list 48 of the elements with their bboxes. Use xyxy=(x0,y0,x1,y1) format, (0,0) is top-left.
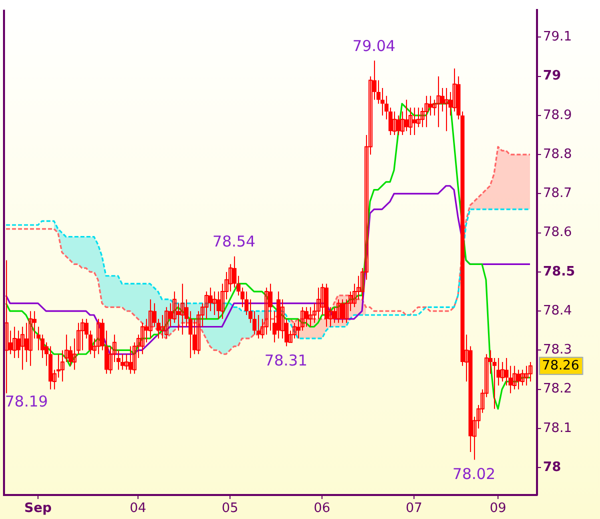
annotation: 78.31 xyxy=(264,352,308,370)
candlestick xyxy=(396,114,400,136)
x-tick-label: 05 xyxy=(222,501,238,516)
y-tick-label: 78.7 xyxy=(543,186,572,202)
candlestick xyxy=(96,318,100,355)
y-tick-label: 78.2 xyxy=(543,382,572,397)
candlestick xyxy=(128,346,132,374)
annotation: 78.54 xyxy=(212,232,256,251)
x-tick-label: Sep xyxy=(24,501,52,516)
candlestick xyxy=(20,326,24,370)
y-tick-label: 78.4 xyxy=(543,303,572,318)
x-tick-label: 09 xyxy=(490,501,506,516)
y-tick-label: 78 xyxy=(543,460,562,475)
candlestick xyxy=(520,369,524,386)
candlestick xyxy=(516,369,520,390)
annotation: 78.19 xyxy=(5,392,48,411)
candlestick xyxy=(500,361,504,382)
x-tick-label: 04 xyxy=(130,501,146,516)
y-tick-label: 79 xyxy=(543,68,562,84)
candlestick xyxy=(120,354,124,370)
candlestick xyxy=(28,310,32,366)
candlestick xyxy=(80,318,84,351)
candlestick xyxy=(512,365,516,390)
candlestick xyxy=(444,88,448,132)
y-tick-label: 79.1 xyxy=(543,30,572,45)
candlestick xyxy=(392,111,396,136)
y-tick-label: 78.3 xyxy=(543,342,572,358)
line-series xyxy=(5,146,531,355)
candlestick xyxy=(264,287,268,336)
candlestick xyxy=(412,107,416,136)
candlestick xyxy=(528,361,532,382)
y-tick-label: 78.6 xyxy=(543,225,572,240)
y-tick-label: 78.9 xyxy=(543,108,572,123)
candlestick xyxy=(4,260,8,394)
candlestick xyxy=(524,365,528,386)
candlestick xyxy=(12,326,16,359)
x-tick-label: 07 xyxy=(406,501,422,516)
annotation: 78.02 xyxy=(452,465,496,484)
y-tick-label: 78.8 xyxy=(543,146,572,162)
candlestick xyxy=(436,76,440,128)
candlestick xyxy=(424,95,428,128)
candlestick xyxy=(268,283,272,332)
candlestick xyxy=(404,99,408,132)
x-tick-label: 06 xyxy=(314,501,330,516)
annotation: 79.04 xyxy=(352,37,396,56)
y-tick-label: 78.1 xyxy=(543,420,572,436)
annotation: 78.26 xyxy=(542,358,580,374)
y-tick-label: 78.5 xyxy=(543,264,576,280)
